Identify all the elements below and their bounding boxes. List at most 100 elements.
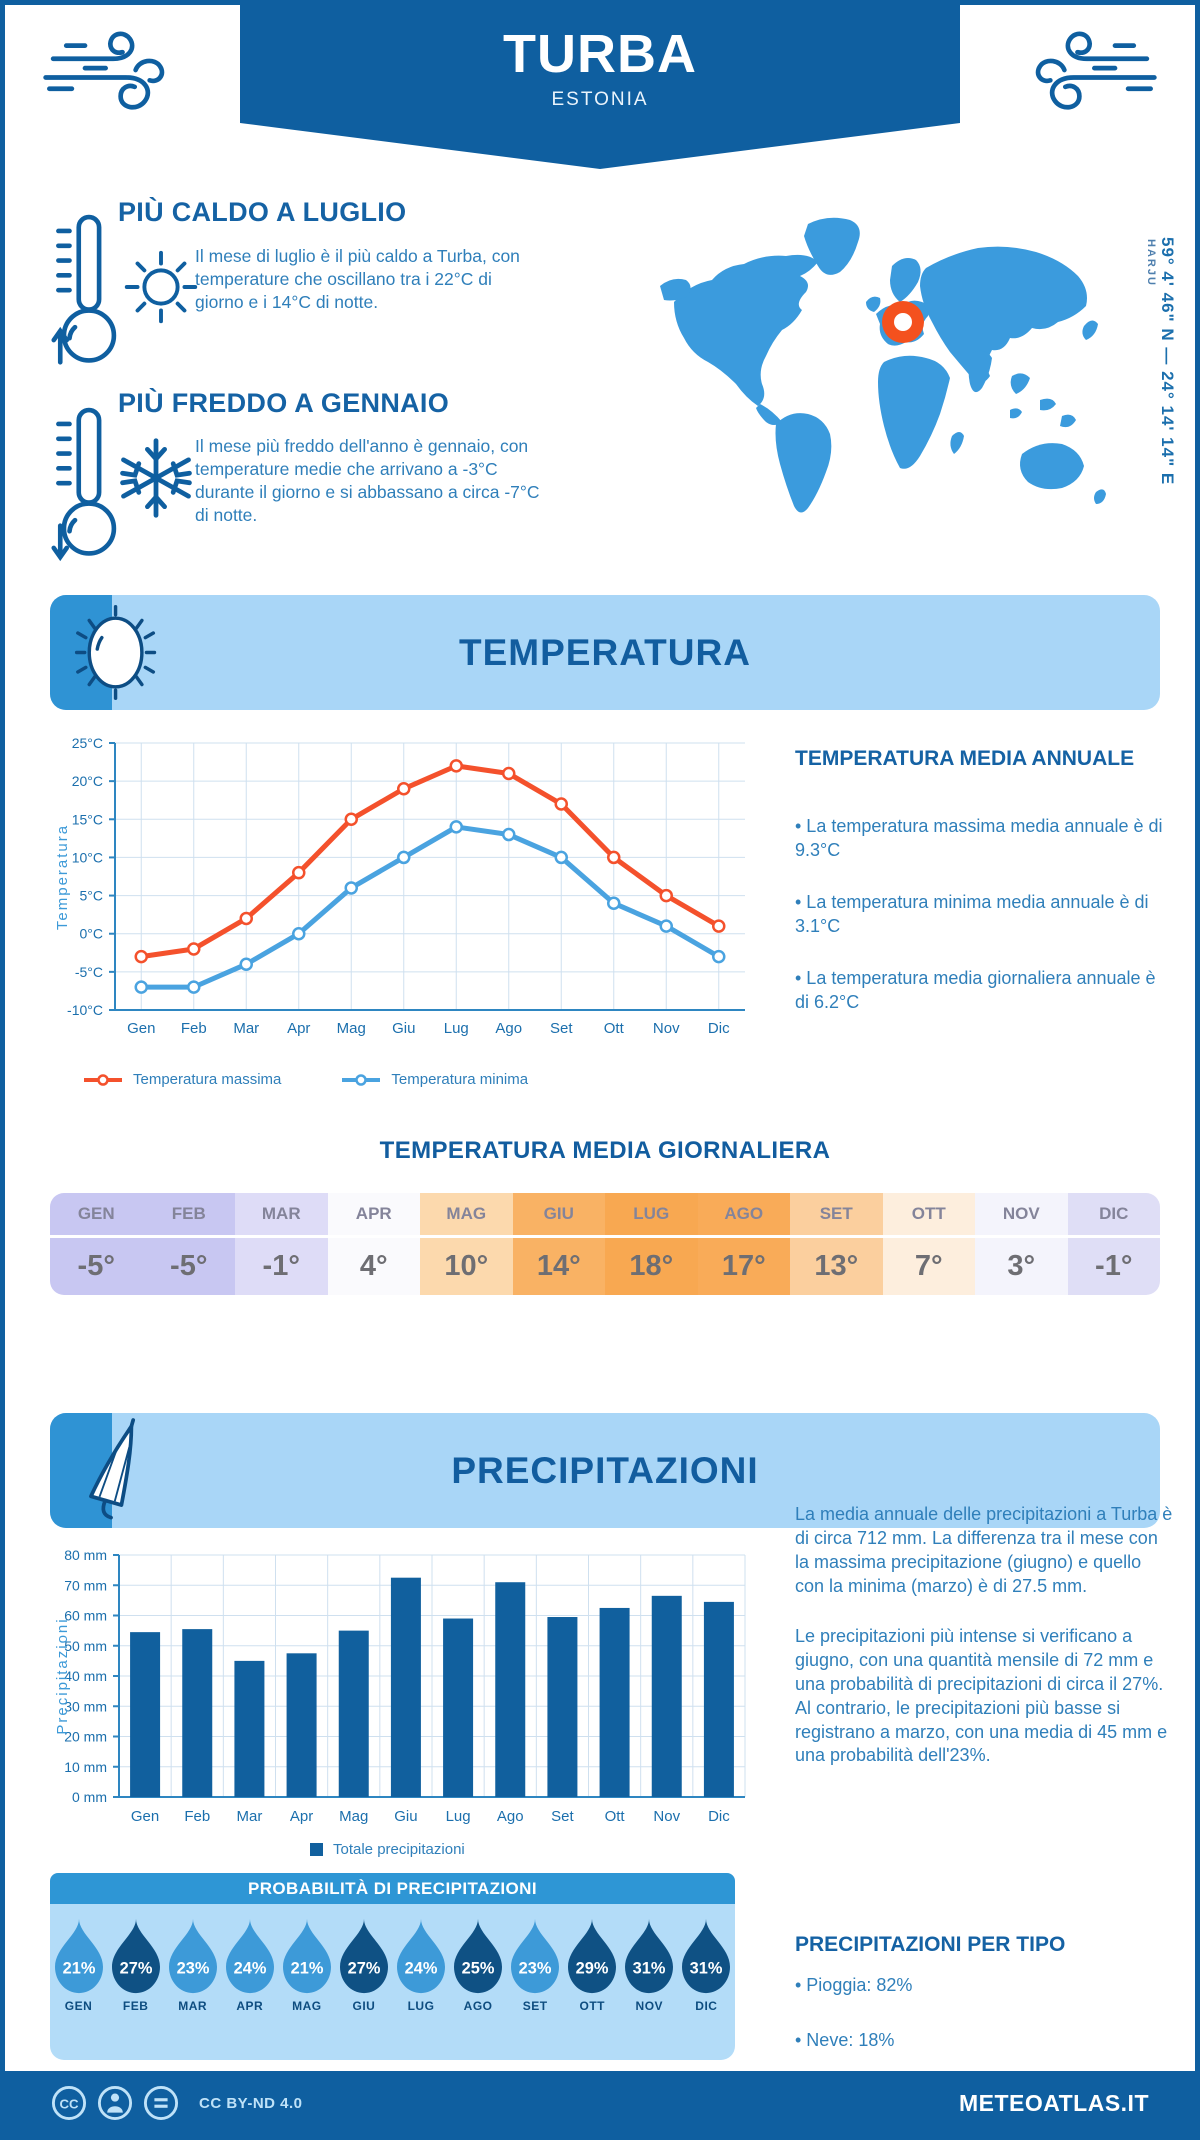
daily-table-month: DIC: [1067, 1193, 1160, 1238]
svg-text:Giu: Giu: [394, 1808, 417, 1825]
droplet: 27% FEB: [110, 1918, 162, 2013]
daily-table-value: -5°: [170, 1250, 208, 1282]
thermometer-up-icon: [51, 214, 117, 365]
svg-text:60 mm: 60 mm: [64, 1608, 107, 1624]
droplet: 23% SET: [509, 1918, 561, 2013]
daily-table-column: NOV 3°: [975, 1193, 1068, 1295]
daily-table-value: 3°: [1007, 1250, 1036, 1282]
svg-text:Apr: Apr: [287, 1020, 310, 1037]
cc-icon: CC: [51, 2085, 87, 2121]
precipitation-legend-label: Totale precipitazioni: [333, 1841, 465, 1858]
svg-text:24%: 24%: [405, 1959, 438, 1977]
precipitation-text-panel: La media annuale delle precipitazioni a …: [795, 1503, 1175, 1794]
svg-text:23%: 23%: [519, 1959, 552, 1977]
droplet: 31% DIC: [680, 1918, 732, 2013]
daily-table-column: FEB -5°: [142, 1193, 235, 1295]
raindrop-icon: 24%: [397, 1918, 445, 1994]
umbrella-icon: [89, 1418, 136, 1520]
svg-text:Nov: Nov: [653, 1808, 680, 1825]
header-banner: [240, 5, 960, 123]
daily-table-value: 4°: [359, 1250, 388, 1282]
droplet: 27% GIU: [338, 1918, 390, 2013]
svg-text:27%: 27%: [348, 1959, 381, 1977]
svg-text:80 mm: 80 mm: [64, 1547, 107, 1563]
raindrop-icon: 27%: [111, 1918, 160, 1994]
daily-table-column: GIU 14°: [512, 1193, 605, 1295]
droplet-month-label: APR: [236, 1999, 264, 2013]
svg-text:Dic: Dic: [708, 1020, 730, 1037]
daily-table-month: LUG: [605, 1193, 698, 1238]
precipitation-banner: PRECIPITAZIONI: [50, 1413, 1160, 1528]
droplet: 25% AGO: [452, 1918, 504, 2013]
location-marker-icon: [882, 301, 924, 343]
svg-text:40 mm: 40 mm: [64, 1668, 107, 1684]
svg-text:Mar: Mar: [233, 1020, 259, 1037]
precipitation-types-panel: PRECIPITAZIONI PER TIPO • Pioggia: 82% • …: [795, 1933, 1165, 2081]
raindrop-icon: 31%: [625, 1918, 674, 1994]
page-subtitle: ESTONIA: [551, 89, 649, 110]
raindrop-icon: 24%: [225, 1918, 274, 1994]
droplet-month-label: DIC: [695, 1999, 718, 2013]
wind-icon: [1035, 31, 1157, 110]
daily-table-column: AGO 17°: [697, 1193, 790, 1295]
svg-text:70 mm: 70 mm: [64, 1577, 107, 1593]
daily-table-value: 17°: [721, 1250, 766, 1282]
precipitation-types-bullets: • Pioggia: 82% • Neve: 18%: [795, 1971, 1165, 2055]
region-label: HARJU: [1145, 239, 1157, 287]
daily-table-month: MAR: [235, 1193, 328, 1238]
svg-text:Gen: Gen: [127, 1020, 155, 1037]
svg-text:10°C: 10°C: [72, 849, 103, 865]
min-line-swatch: [342, 1073, 381, 1086]
droplet: 24% APR: [224, 1918, 276, 2013]
raindrop-icon: 27%: [339, 1918, 388, 1994]
svg-text:0 mm: 0 mm: [72, 1789, 107, 1805]
daily-table-month: GIU: [512, 1193, 605, 1238]
svg-text:CC: CC: [59, 2096, 79, 2111]
daily-table-column: MAR -1°: [235, 1193, 328, 1295]
raindrop-icon: 23%: [511, 1918, 560, 1994]
daily-table-value: 18°: [629, 1250, 674, 1282]
svg-text:21%: 21%: [290, 1959, 323, 1977]
droplet: 21% GEN: [53, 1918, 105, 2013]
site-label: METEOATLAS.IT: [958, 2089, 1149, 2116]
daily-table-month: FEB: [142, 1193, 235, 1238]
cold-heading: PIÙ FREDDO A GENNAIO: [118, 388, 450, 418]
droplet: 23% MAR: [167, 1918, 219, 2013]
header-banner-chevron: [240, 123, 960, 169]
daily-table-column: SET 13°: [790, 1193, 883, 1295]
svg-text:10 mm: 10 mm: [64, 1759, 107, 1775]
temperature-banner: TEMPERATURA: [50, 595, 1160, 710]
world-map: [660, 217, 1106, 513]
svg-text:-5°C: -5°C: [75, 964, 103, 980]
cold-text: Il mese più freddo dell'anno è gennaio, …: [195, 436, 540, 526]
page-title: TURBA: [503, 24, 697, 84]
max-line-swatch: [84, 1073, 122, 1086]
svg-text:25°C: 25°C: [72, 735, 103, 751]
droplet-month-label: MAR: [178, 1999, 208, 2013]
annual-bullet: • La temperatura minima media annuale è …: [795, 891, 1149, 936]
svg-text:0°C: 0°C: [80, 926, 104, 942]
annual-temperature-title: TEMPERATURA MEDIA ANNUALE: [795, 747, 1135, 770]
daily-table-month: SET: [790, 1193, 883, 1238]
droplet-month-label: AGO: [463, 1999, 493, 2013]
precipitation-banner-title: PRECIPITAZIONI: [451, 1450, 759, 1491]
svg-text:Mag: Mag: [337, 1020, 366, 1037]
warm-text: Il mese di luglio è il più caldo a Turba…: [195, 246, 520, 313]
daily-table-month: MAG: [420, 1193, 513, 1238]
svg-text:Precipitazioni: Precipitazioni: [54, 1617, 71, 1734]
raindrop-icon: 21%: [54, 1918, 103, 1994]
droplet: 21% MAG: [281, 1918, 333, 2013]
daily-temperature-title: TEMPERATURA MEDIA GIORNALIERA: [379, 1137, 831, 1164]
droplet-month-label: FEB: [122, 1999, 149, 2013]
daily-table-month: GEN: [50, 1193, 143, 1238]
raindrop-icon: 25%: [454, 1918, 503, 1994]
svg-text:20°C: 20°C: [72, 773, 103, 789]
daily-table-column: DIC -1°: [1067, 1193, 1160, 1295]
svg-text:Feb: Feb: [184, 1808, 210, 1825]
daily-table-column: OTT 7°: [882, 1193, 975, 1295]
footer: CC CC BY-ND 4.0 METEOATLAS.IT: [5, 2071, 1195, 2135]
snowflake-icon: [120, 438, 192, 518]
svg-text:Apr: Apr: [290, 1808, 313, 1825]
probability-header: PROBABILITÀ DI PRECIPITAZIONI: [50, 1873, 735, 1904]
legend-max-label: Temperatura massima: [133, 1071, 282, 1088]
